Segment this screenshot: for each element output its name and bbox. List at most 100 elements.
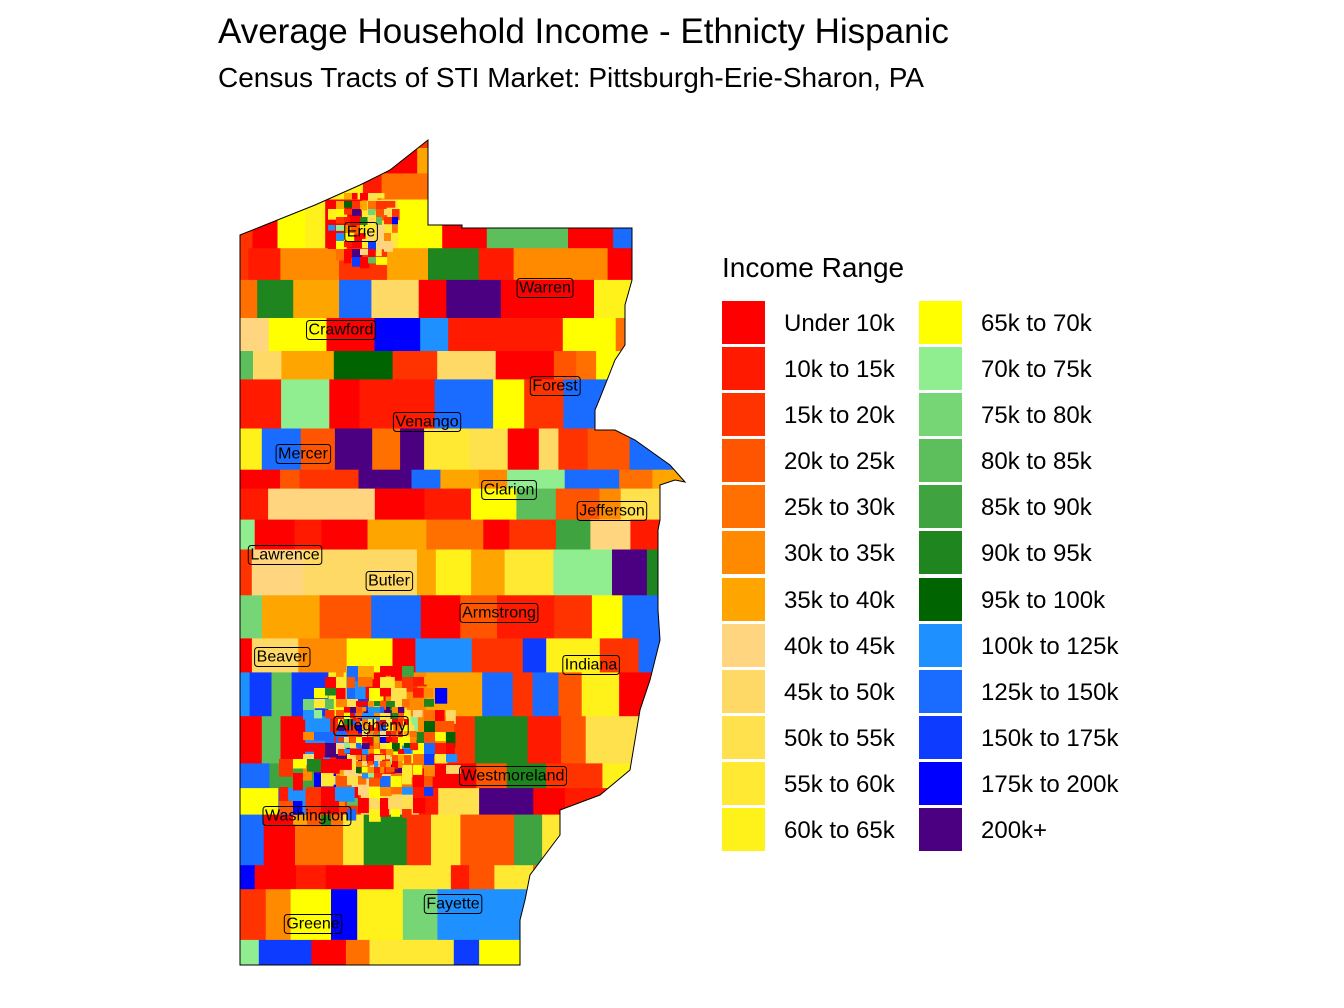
census-tract — [693, 489, 700, 521]
census-tract — [420, 595, 461, 640]
census-tract — [671, 140, 685, 149]
census-tract — [391, 809, 400, 817]
county-label-crawford: Crawford — [309, 322, 374, 339]
county-label-erie: Erie — [347, 224, 376, 241]
census-tract — [386, 737, 394, 742]
county-label-box — [562, 655, 620, 675]
census-tract — [446, 721, 455, 737]
census-tract — [314, 688, 328, 699]
census-tract — [240, 763, 270, 789]
census-tract — [384, 217, 393, 225]
census-tract — [590, 519, 631, 551]
census-tract — [431, 814, 461, 866]
census-tract — [392, 351, 438, 380]
census-tract — [347, 809, 357, 821]
census-tract — [380, 809, 390, 817]
census-tract — [383, 379, 436, 430]
census-tract — [679, 595, 685, 640]
census-tract — [376, 217, 382, 225]
map-canvas: Erie Warren Crawford Forest Venango Mercer Cla… — [239, 138, 700, 980]
census-tract — [380, 707, 385, 714]
census-tract — [587, 428, 631, 471]
census-tract — [344, 749, 353, 754]
census-tract — [679, 549, 685, 596]
census-tract — [368, 241, 376, 251]
census-tract — [599, 488, 622, 521]
legend-label: 80k to 85k — [981, 448, 1092, 476]
legend-label: 150k to 175k — [981, 724, 1119, 752]
census-tract — [336, 249, 348, 261]
census-tract — [654, 148, 685, 174]
census-tract — [380, 743, 386, 749]
census-tract — [240, 318, 270, 352]
census-tract — [240, 469, 281, 490]
census-tract — [398, 199, 443, 249]
census-tract — [424, 688, 434, 698]
census-tract — [446, 710, 456, 724]
census-tract — [376, 201, 387, 210]
census-tract — [500, 279, 559, 319]
census-tract — [646, 549, 680, 596]
census-tract — [380, 731, 389, 738]
census-tract — [279, 801, 297, 814]
census-tract — [374, 743, 379, 751]
census-tract — [402, 699, 410, 708]
census-tract — [437, 351, 497, 380]
county-label-beaver: Beaver — [257, 649, 308, 666]
census-tract — [362, 767, 368, 773]
county-label-mercer: Mercer — [278, 446, 328, 463]
census-tract — [360, 233, 366, 239]
census-tract — [391, 688, 407, 700]
census-tract — [240, 939, 260, 965]
legend-swatch — [722, 669, 765, 713]
census-tract — [344, 707, 352, 713]
census-tract — [392, 713, 400, 719]
census-tract — [384, 241, 393, 252]
census-tract — [376, 241, 387, 250]
census-tract — [619, 469, 653, 490]
census-tract — [374, 773, 382, 779]
census-tract — [350, 743, 358, 749]
census-tract — [253, 351, 282, 380]
legend-swatch — [919, 577, 962, 621]
census-tract — [644, 672, 685, 717]
census-tract — [358, 666, 374, 680]
census-tract — [257, 279, 294, 319]
census-tract — [392, 217, 398, 225]
legend-swatch — [722, 761, 765, 805]
census-tract — [338, 731, 347, 736]
census-tract — [344, 737, 349, 743]
county-labels: Erie Warren Crawford Forest Venango Mercer Cla… — [247, 222, 648, 934]
census-tract — [410, 725, 415, 733]
census-tract — [646, 865, 685, 890]
census-tract — [356, 749, 362, 756]
census-tract — [314, 710, 323, 719]
census-tract — [406, 814, 432, 866]
census-tract — [376, 193, 385, 199]
census-tract — [356, 767, 362, 774]
census-tract — [293, 815, 311, 825]
census-tract — [553, 549, 613, 596]
census-tract — [307, 787, 326, 801]
census-tract — [380, 767, 385, 774]
census-tract — [693, 200, 700, 249]
census-tract — [475, 969, 502, 980]
census-tract — [240, 672, 251, 717]
census-tract — [374, 148, 418, 174]
census-tract — [402, 776, 412, 785]
legend-swatch — [919, 485, 962, 529]
census-tract — [380, 701, 388, 710]
census-tract — [368, 725, 374, 732]
census-tract — [325, 677, 338, 690]
census-tract — [271, 672, 293, 717]
census-tract — [277, 199, 306, 249]
census-tract — [404, 719, 409, 727]
census-tract — [404, 743, 412, 748]
census-tract — [336, 743, 346, 755]
census-tract — [362, 713, 370, 722]
census-tract — [380, 749, 387, 754]
census-tract — [518, 140, 559, 149]
census-tract — [357, 889, 404, 941]
census-tract — [391, 721, 401, 735]
census-tract — [668, 814, 685, 866]
